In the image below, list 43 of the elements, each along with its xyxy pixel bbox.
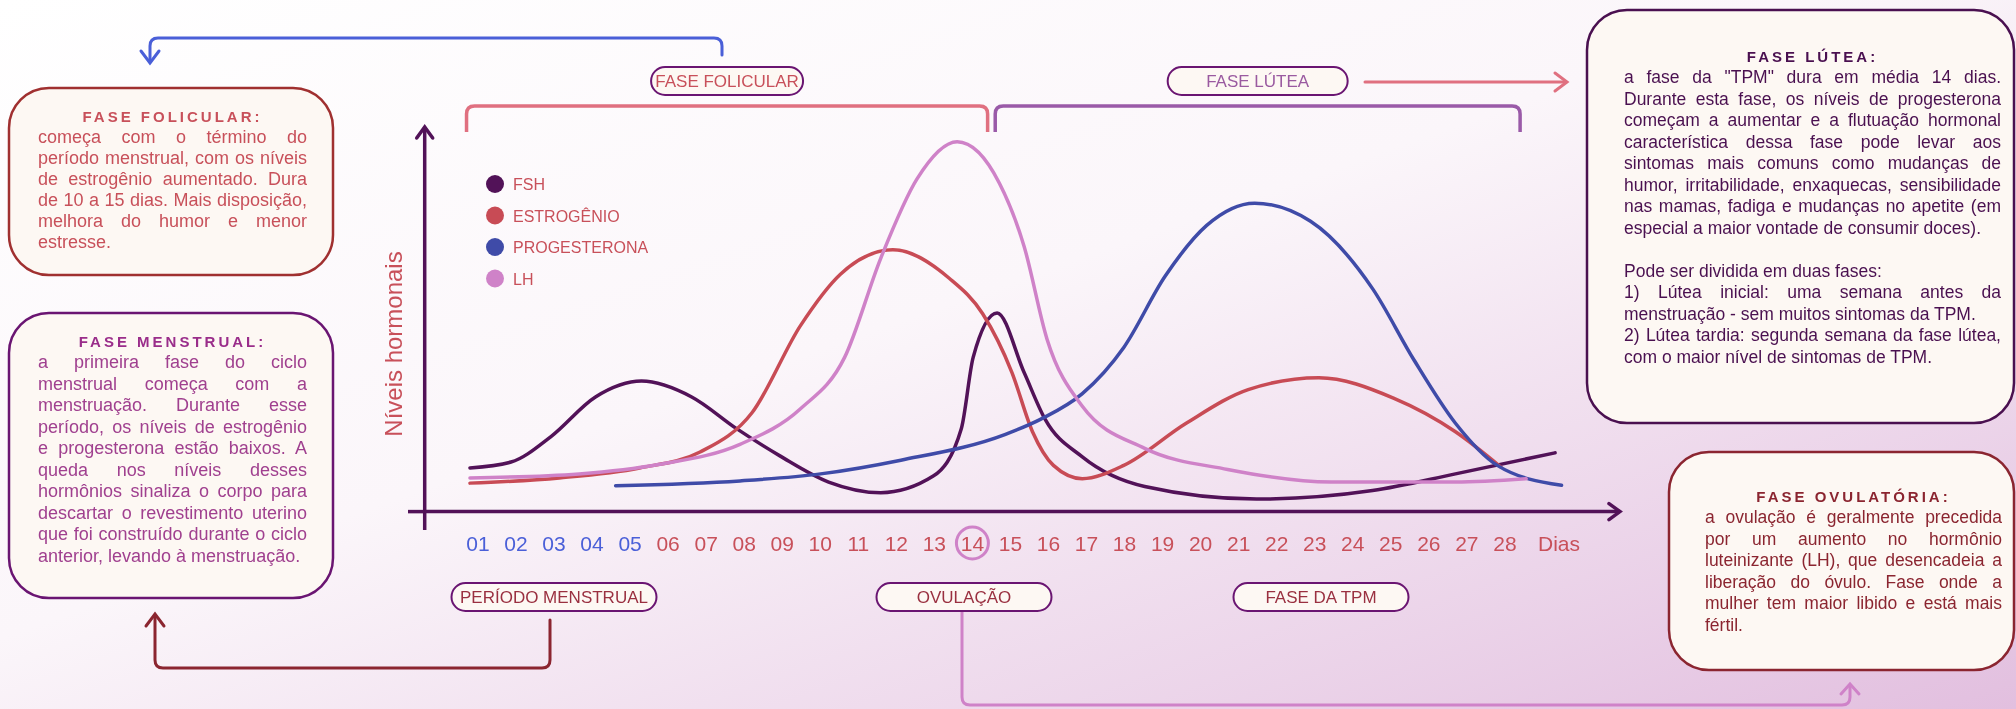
x-tick-label: 04 (580, 532, 605, 555)
legend-label: ESTROGÊNIO (513, 206, 620, 225)
x-tick-label: 23 (1303, 532, 1327, 555)
text-card: FASE OVULATÓRIA: a ovulação é geralmente precedida por um aumento no hormônio luteinizante (LH), que desencadeia a liberação do óvulo. Fase onde a mulher tem maior libido e está mais fértil. (1667, 450, 2016, 672)
x-tick-label: 21 (1226, 532, 1251, 555)
x-tick-label: 02 (504, 532, 528, 555)
text: FASE FOLICULAR (655, 72, 799, 91)
x-tick-label: 28 (1493, 532, 1517, 555)
x-tick-label: 05 (618, 532, 642, 555)
x-tick-label: 13 (922, 532, 947, 555)
text: OVULAÇÃO (916, 588, 1012, 607)
x-tick-label: 01 (466, 532, 490, 555)
text: PERÍODO MENSTRUAL (460, 588, 648, 607)
legend-label: FSH (513, 176, 545, 193)
x-tick-label: 19 (1150, 532, 1175, 555)
y-axis-title: Níveis hormonais (380, 251, 407, 437)
x-tick-label: 25 (1379, 532, 1403, 555)
x-tick-label: 18 (1112, 532, 1137, 555)
x-tick-label: 08 (732, 532, 756, 555)
x-tick-label: 20 (1188, 532, 1213, 555)
text-card: FASE MENSTRUAL: a primeira fase do ciclo menstrual começa com a menstruação. Durante esse período, os níveis de estrogênio e progesterona estão baixos. A queda nos níveis desses hormônios sinaliza o corpo para descartar o revestimento uterino que foi construído durante o ciclo anterior, levando à menstruação. (7, 311, 335, 600)
text-card: FASE FOLICULAR: começa com o término do período menstrual, com os níveis de estrogênio aumentado. Dura de 10 a 15 dias. Mais disposição, melhora do humor e menor estresse. (7, 86, 335, 277)
x-tick-label: 16 (1036, 532, 1061, 555)
text: FASE DA TPM (1265, 588, 1377, 607)
x-axis-title: Dias (1537, 532, 1581, 555)
x-tick-label: 24 (1341, 532, 1365, 555)
x-tick-label: 11 (847, 532, 870, 555)
x-tick-label: 26 (1417, 532, 1441, 555)
text-card: FASE LÚTEA: a fase da "TPM" dura em média 14 dias. Durante esta fase, os níveis de progesterona começam a aumentar e a flutuação hormonal característica dessa fase pode levar aos sintomas mais comuns como mudanças de humor, irritabilidade, enxaquecas, sensibilidade nas mamas, fadiga e mudanças no apetite (em especial a maior vontade de consumir doces). Pode ser dividida em duas fases: 1) Lútea inicial: uma semana antes da menstruação - sem muitos sintomas da TPM. 2) Lútea tardia: segunda semana da fase lútea, com o maior nível de sintomas de TPM. (1585, 8, 2016, 425)
x-tick-label: 07 (694, 532, 718, 555)
x-tick-label: 12 (884, 532, 909, 555)
x-tick-label: 22 (1265, 532, 1289, 555)
x-tick-label: 09 (770, 532, 794, 555)
legend-label: PROGESTERONA (513, 239, 649, 256)
x-tick-label: 10 (808, 532, 832, 555)
x-tick-label: 06 (656, 532, 680, 555)
x-tick-label: 27 (1455, 532, 1479, 555)
legend-label: LH (513, 270, 534, 288)
x-tick-label: 17 (1074, 532, 1099, 555)
text: FASE LÚTEA (1206, 72, 1310, 91)
x-tick-label: 15 (998, 532, 1023, 555)
x-tick-label: 03 (542, 532, 566, 555)
x-tick-label: 14 (960, 532, 985, 555)
